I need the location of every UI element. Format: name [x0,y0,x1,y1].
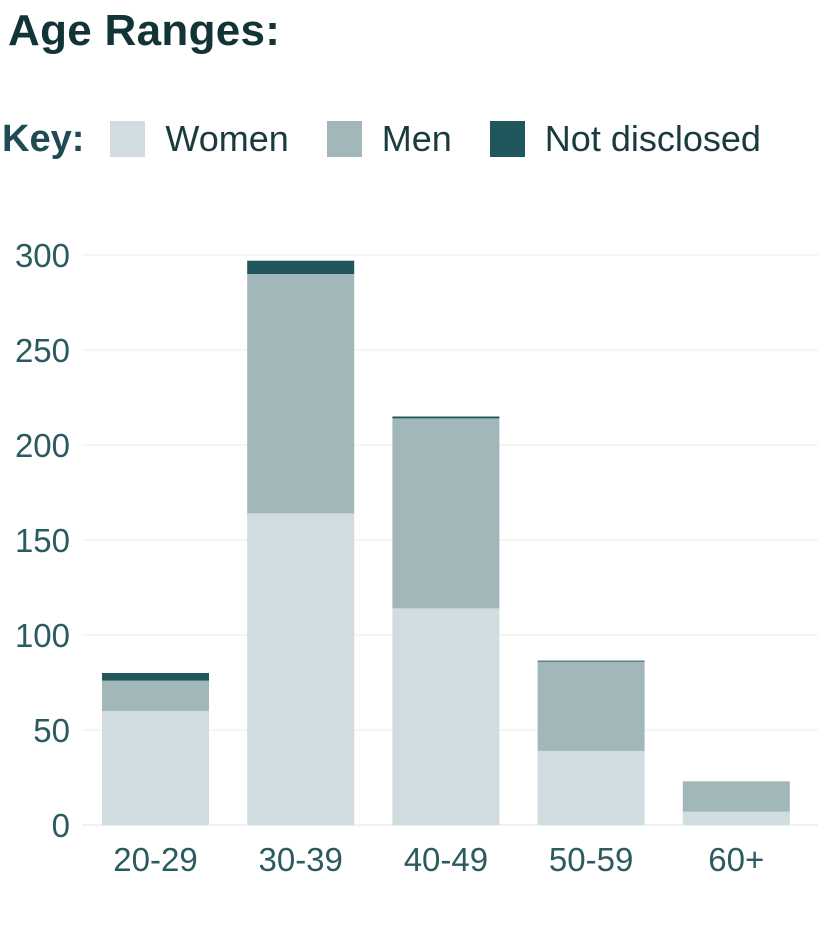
bar-30-39-women [247,513,355,825]
bar-20-29-men [102,680,209,711]
legend-swatch-men [326,121,362,157]
y-tick-label-50: 50 [33,712,70,749]
legend-swatch-women [110,121,146,157]
legend-item-women: Women [110,118,289,160]
bar-20-29-not-disclosed [102,673,209,681]
bar-30-39-men [247,274,355,514]
x-tick-label-40-49: 40-49 [404,841,488,878]
x-tick-label-30-39: 30-39 [258,841,342,878]
bar-50-59-not-disclosed [537,660,645,662]
bar-40-49-men [392,418,500,609]
y-tick-label-250: 250 [15,332,70,369]
bar-60-women [682,811,790,825]
legend-item-men: Men [326,118,452,160]
chart-title: Age Ranges: [8,6,281,55]
bar-40-49-women [392,608,500,825]
y-tick-label-200: 200 [15,427,70,464]
y-tick-label-300: 300 [15,237,70,274]
bar-40-49-not-disclosed [392,416,500,419]
bar-60-men [682,781,790,812]
y-tick-label-100: 100 [15,617,70,654]
x-tick-label-50-59: 50-59 [549,841,633,878]
legend-swatch-not-disclosed [489,121,525,157]
y-tick-label-150: 150 [15,522,70,559]
x-tick-label-20-29: 20-29 [113,841,197,878]
bar-30-39-not-disclosed [247,260,355,274]
bar-50-59-men [537,661,645,751]
x-tick-label-60: 60+ [708,841,764,878]
legend-label-not-disclosed: Not disclosed [544,118,761,159]
legend-key-label: Key: [2,117,85,160]
legend: Key: Women Men Not disclosed [2,117,761,161]
bar-50-59-women [537,750,645,825]
bar-20-29-women [102,711,209,825]
legend-item-not-disclosed: Not disclosed [489,118,761,160]
y-tick-label-0: 0 [52,807,70,844]
legend-label-women: Women [165,118,289,159]
legend-label-men: Men [381,118,452,159]
